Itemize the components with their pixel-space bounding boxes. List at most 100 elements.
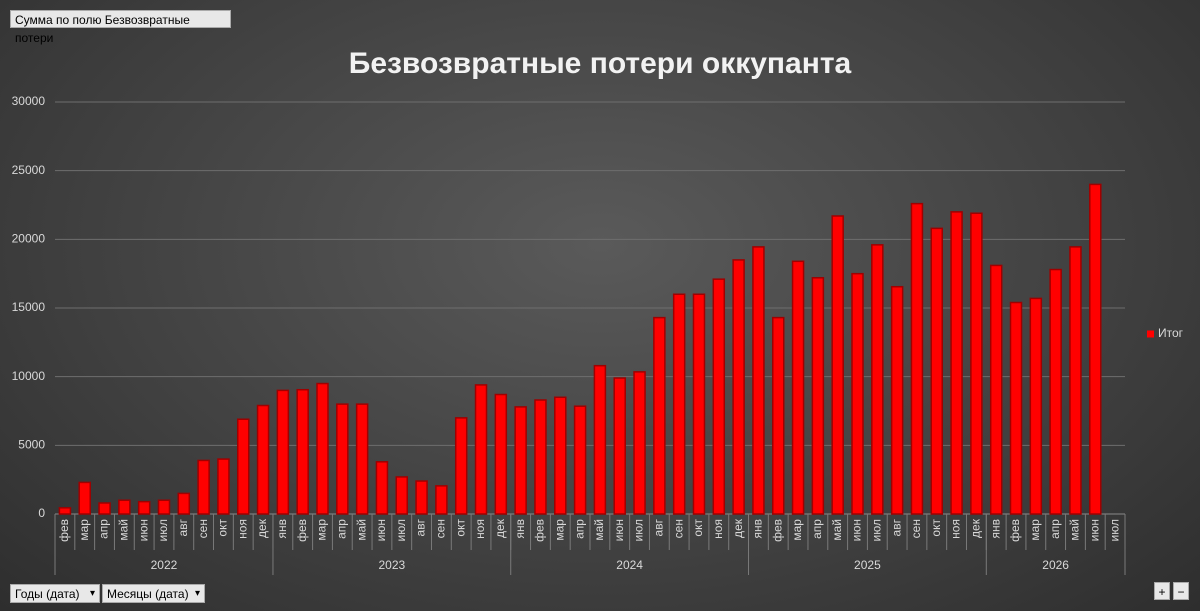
year-label: 2026 [1042, 558, 1069, 572]
y-tick-label: 15000 [12, 300, 46, 314]
y-tick-label: 30000 [12, 94, 46, 108]
x-tick-label: окт [691, 519, 705, 537]
x-tick-label: май [592, 519, 606, 541]
legend-swatch [1147, 330, 1154, 338]
bar [970, 212, 983, 515]
bar [1029, 297, 1043, 515]
x-tick-label: фев [533, 519, 547, 542]
x-tick-label: июн [374, 519, 388, 541]
x-tick-label: дек [255, 518, 269, 538]
x-tick-label: май [1068, 519, 1082, 541]
x-tick-label: июл [1107, 519, 1121, 541]
x-tick-label: янв [988, 519, 1002, 539]
x-tick-label: дек [731, 518, 745, 538]
x-tick-label: авг [652, 518, 666, 536]
x-tick-label: авг [414, 518, 428, 536]
bar [851, 272, 864, 515]
bar [613, 377, 626, 515]
x-tick-label: фев [295, 519, 309, 542]
year-label: 2024 [616, 558, 643, 572]
bar [58, 507, 72, 515]
x-tick-label: июн [1087, 519, 1101, 541]
bar [1089, 183, 1102, 515]
bar [474, 384, 488, 515]
collapse-button[interactable]: − [1173, 582, 1189, 600]
x-tick-label: мар [77, 519, 91, 541]
x-tick-label: мар [552, 519, 566, 541]
expand-button[interactable]: + [1154, 582, 1170, 600]
x-tick-label: ноя [235, 519, 249, 539]
x-tick-label: июн [850, 519, 864, 541]
x-tick-label: июл [156, 519, 170, 541]
x-tick-label: июн [136, 519, 150, 541]
bar [494, 393, 508, 515]
row-field-button[interactable]: Годы (дата) [10, 584, 100, 603]
x-tick-label: июл [394, 519, 408, 541]
x-tick-label: сен [671, 519, 685, 538]
bar [435, 485, 448, 515]
x-tick-label: фев [1008, 519, 1022, 542]
x-tick-label: июл [632, 519, 646, 541]
year-label: 2023 [379, 558, 406, 572]
x-tick-label: окт [216, 519, 230, 537]
x-tick-label: янв [513, 519, 527, 539]
bar [395, 476, 409, 515]
x-tick-label: апр [572, 519, 586, 539]
x-tick-label: май [117, 519, 131, 541]
y-tick-label: 20000 [12, 232, 46, 246]
bar [514, 406, 527, 515]
bar [316, 382, 329, 515]
bar [633, 371, 646, 515]
x-tick-label: апр [334, 519, 348, 539]
x-tick-label: фев [770, 519, 784, 542]
bar [534, 399, 547, 515]
bar [771, 316, 785, 515]
bar [1009, 301, 1023, 515]
bar [752, 246, 765, 515]
bar [871, 244, 884, 515]
x-tick-label: авг [176, 518, 190, 536]
bar [118, 499, 131, 515]
legend-label: Итог [1158, 326, 1184, 340]
x-tick-label: дек [969, 518, 983, 538]
x-tick-label: окт [453, 519, 467, 537]
bar [1049, 268, 1062, 515]
bar [236, 418, 250, 515]
x-tick-label: май [354, 519, 368, 541]
x-tick-label: сен [196, 519, 210, 538]
bar [1069, 246, 1082, 515]
x-tick-label: янв [275, 519, 289, 539]
bar [692, 293, 706, 515]
y-tick-label: 10000 [12, 369, 46, 383]
bar [415, 480, 428, 515]
bar [177, 492, 191, 515]
y-tick-label: 25000 [12, 163, 46, 177]
bar [137, 500, 151, 515]
x-tick-label: июн [612, 519, 626, 541]
value-field-button[interactable]: Сумма по полю Безвозвратные потери [10, 10, 231, 45]
bar [890, 285, 904, 515]
bar [712, 278, 726, 515]
bar [296, 388, 309, 515]
bar [336, 403, 349, 515]
x-tick-label: мар [790, 519, 804, 541]
x-tick-label: мар [1028, 519, 1042, 541]
bar [217, 458, 230, 515]
year-label: 2025 [854, 558, 881, 572]
x-tick-label: апр [97, 519, 111, 539]
bar [197, 459, 210, 515]
bar [355, 403, 369, 515]
bar [573, 405, 587, 515]
bar [78, 481, 91, 515]
bar [276, 389, 290, 515]
year-label: 2022 [151, 558, 178, 572]
x-tick-label: май [830, 519, 844, 541]
x-tick-label: авг [889, 518, 903, 536]
x-tick-label: ноя [949, 519, 963, 539]
row-field-button[interactable]: Месяцы (дата) [102, 584, 205, 603]
bar [454, 417, 468, 515]
bar [811, 277, 825, 515]
x-tick-label: фев [57, 519, 71, 542]
